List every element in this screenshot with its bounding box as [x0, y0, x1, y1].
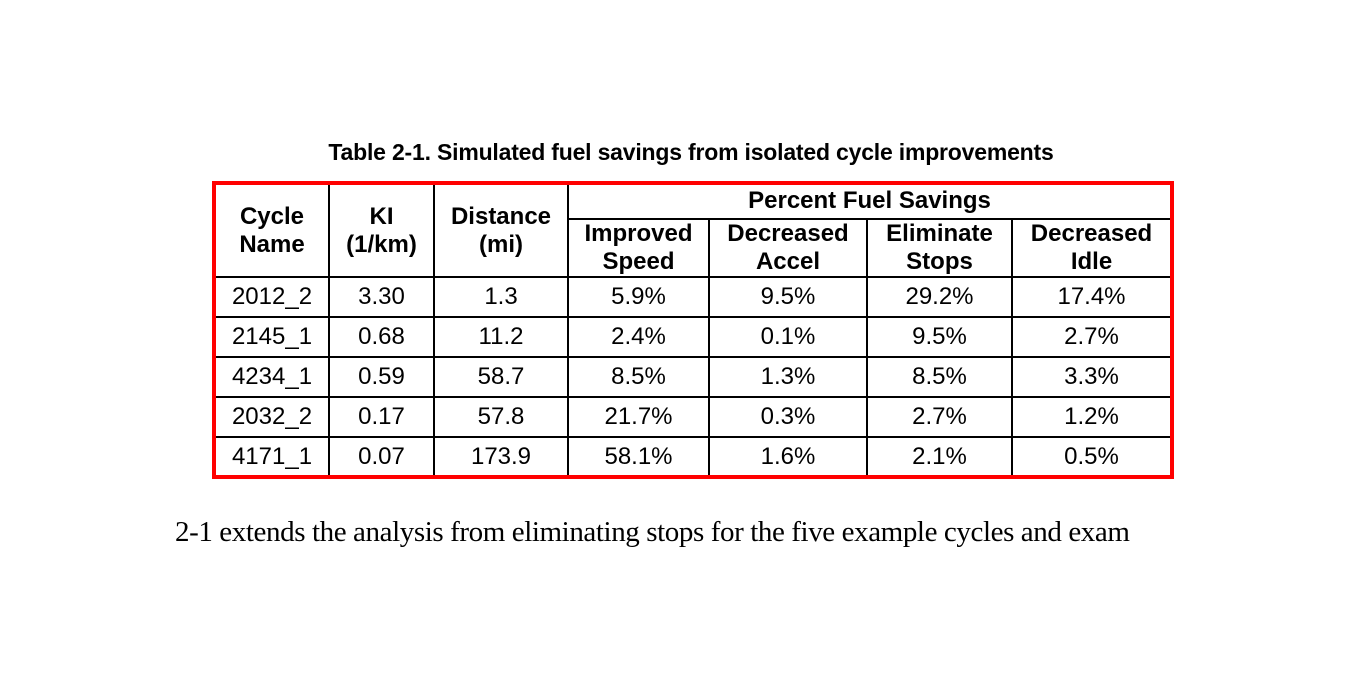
cell-improved-speed: 5.9%: [567, 276, 710, 319]
col-header-distance: Distance (mi): [433, 181, 569, 279]
table-row: 4234_1 0.59 58.7 8.5% 1.3% 8.5% 3.3%: [213, 356, 1174, 399]
cell-decreased-accel: 0.3%: [708, 396, 868, 439]
cell-ki: 0.59: [328, 356, 435, 399]
cell-ki: 0.07: [328, 436, 435, 479]
cell-decreased-idle: 1.2%: [1010, 396, 1174, 439]
cell-cycle-name: 2145_1: [213, 316, 330, 359]
cell-improved-speed: 21.7%: [567, 396, 710, 439]
cell-distance: 58.7: [433, 356, 569, 399]
col-header-decreased-idle: Decreased Idle: [1010, 217, 1174, 279]
cell-ki: 0.68: [328, 316, 435, 359]
cell-eliminate-stops: 29.2%: [866, 276, 1013, 319]
col-header-ki: KI (1/km): [328, 181, 435, 279]
table-row: 2012_2 3.30 1.3 5.9% 9.5% 29.2% 17.4%: [213, 276, 1174, 319]
cell-improved-speed: 58.1%: [567, 436, 710, 479]
cell-decreased-accel: 1.6%: [708, 436, 868, 479]
cell-cycle-name: 2032_2: [213, 396, 330, 439]
cell-cycle-name: 4234_1: [213, 356, 330, 399]
table-row: 2145_1 0.68 11.2 2.4% 0.1% 9.5% 2.7%: [213, 316, 1174, 359]
cell-ki: 3.30: [328, 276, 435, 319]
cell-cycle-name: 4171_1: [213, 436, 330, 479]
cell-decreased-idle: 0.5%: [1010, 436, 1174, 479]
cell-decreased-accel: 0.1%: [708, 316, 868, 359]
cell-distance: 57.8: [433, 396, 569, 439]
cell-distance: 1.3: [433, 276, 569, 319]
table-row: 4171_1 0.07 173.9 58.1% 1.6% 2.1% 0.5%: [213, 436, 1174, 479]
cell-decreased-idle: 17.4%: [1010, 276, 1174, 319]
header-row-group: Cycle Name KI (1/km) Distance (mi) Perce…: [213, 181, 1174, 279]
header-row-sub: Improved Speed Decreased Accel Eliminate…: [214, 217, 1174, 279]
col-header-eliminate-stops: Eliminate Stops: [866, 217, 1013, 279]
fuel-savings-table: Cycle Name KI (1/km) Distance (mi) Perce…: [212, 181, 1175, 480]
col-header-percent-fuel-savings: Percent Fuel Savings: [566, 182, 1174, 220]
cell-eliminate-stops: 8.5%: [866, 356, 1013, 399]
cell-decreased-accel: 1.3%: [708, 356, 868, 399]
cell-eliminate-stops: 2.1%: [866, 436, 1013, 479]
cell-decreased-accel: 9.5%: [708, 276, 868, 319]
col-header-cycle-name: Cycle Name: [213, 181, 330, 279]
table-row: 2032_2 0.17 57.8 21.7% 0.3% 2.7% 1.2%: [213, 396, 1174, 439]
table-caption: Table 2-1. Simulated fuel savings from i…: [328, 139, 1054, 165]
cell-decreased-idle: 2.7%: [1010, 316, 1174, 359]
cell-decreased-idle: 3.3%: [1010, 356, 1174, 399]
cell-ki: 0.17: [328, 396, 435, 439]
cell-eliminate-stops: 9.5%: [866, 316, 1013, 359]
col-header-decreased-accel: Decreased Accel: [708, 217, 868, 279]
cell-cycle-name: 2012_2: [213, 276, 330, 319]
body-paragraph: 2-1 extends the analysis from eliminatin…: [175, 516, 1130, 548]
cell-improved-speed: 8.5%: [567, 356, 710, 399]
cell-improved-speed: 2.4%: [567, 316, 710, 359]
cell-distance: 173.9: [433, 436, 569, 479]
cell-eliminate-stops: 2.7%: [866, 396, 1013, 439]
col-header-improved-speed: Improved Speed: [567, 217, 710, 279]
cell-distance: 11.2: [433, 316, 569, 359]
